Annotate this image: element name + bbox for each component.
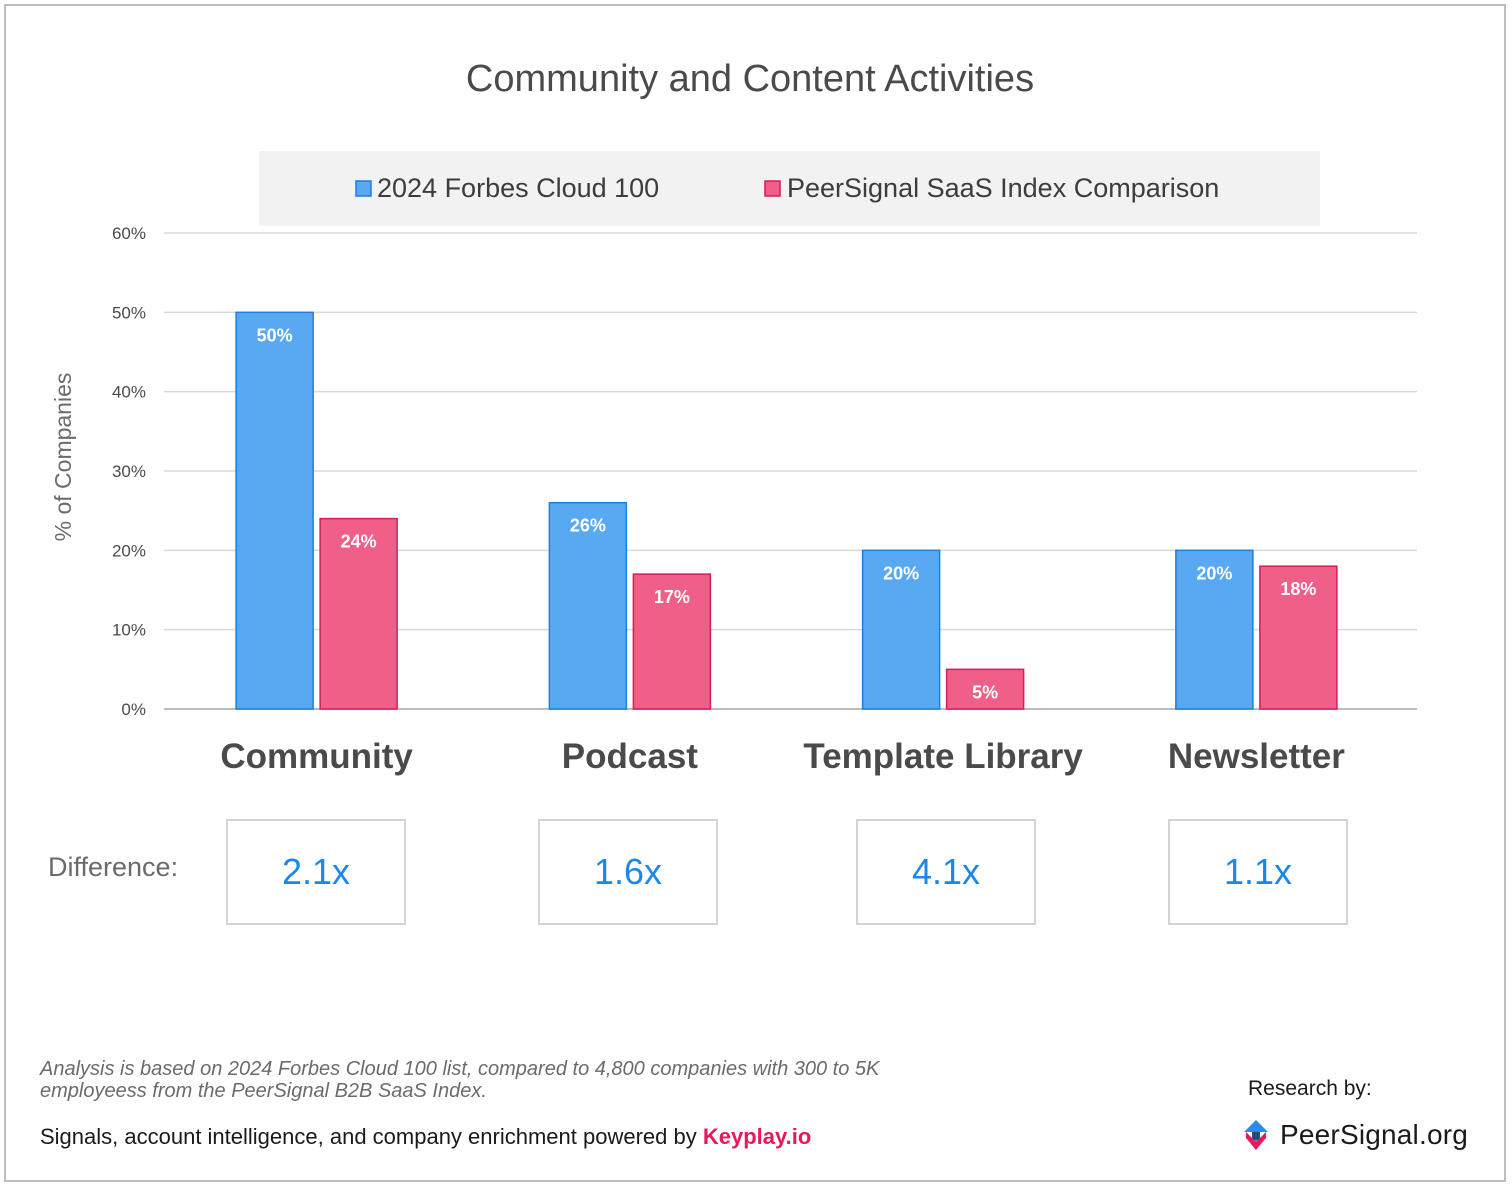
bar-peersignal-1 — [632, 573, 712, 710]
peersignal-logo-icon — [1244, 1120, 1268, 1150]
difference-box-podcast: 1.6x — [538, 819, 718, 925]
difference-box-template-library: 4.1x — [856, 819, 1036, 925]
difference-value: 1.6x — [593, 851, 663, 892]
legend-swatch-series-1 — [355, 180, 372, 197]
difference-box-community: 2.1x — [226, 819, 406, 925]
bar-data-label: 5% — [972, 682, 998, 702]
legend-label-series-1: 2024 Forbes Cloud 100 — [377, 173, 659, 203]
x-category-label: Community — [220, 737, 413, 776]
peersignal-logo: PeerSignal.org — [1242, 1118, 1468, 1152]
difference-value: 2.1x — [281, 851, 351, 892]
y-axis-label: % of Companies — [50, 373, 76, 542]
powered-by-line: Signals, account intelligence, and compa… — [40, 1124, 811, 1150]
bar-forbes-2 — [861, 549, 941, 710]
keyplay-link[interactable]: Keyplay.io — [702, 1124, 812, 1149]
y-tick-label: 0% — [121, 700, 146, 719]
bar-data-label: 17% — [654, 587, 690, 607]
research-by-label: Research by: — [1248, 1077, 1372, 1100]
bar-forbes-1 — [548, 501, 628, 710]
bar-peersignal-2 — [945, 668, 1025, 710]
bar-forbes-0 — [235, 311, 314, 710]
difference-box-newsletter: 1.1x — [1168, 819, 1348, 925]
y-tick-label: 20% — [112, 541, 146, 560]
bar-data-label: 26% — [570, 516, 606, 536]
y-tick-label: 50% — [112, 303, 146, 322]
bar-forbes-3 — [1175, 549, 1254, 710]
difference-label: Difference: — [48, 852, 179, 882]
y-tick-label: 40% — [112, 383, 146, 402]
bar-data-label: 18% — [1280, 579, 1316, 599]
x-category-label: Newsletter — [1168, 737, 1345, 776]
bar-data-label: 50% — [257, 325, 293, 345]
difference-value: 4.1x — [911, 851, 981, 892]
y-tick-label: 10% — [112, 621, 146, 640]
y-tick-label: 60% — [112, 224, 146, 243]
x-category-label: Podcast — [562, 737, 698, 776]
bar-data-label: 24% — [341, 532, 377, 552]
bar-data-label: 20% — [1196, 563, 1232, 583]
legend-background — [259, 151, 1320, 226]
difference-value: 1.1x — [1223, 851, 1293, 892]
x-category-label: Template Library — [803, 737, 1083, 776]
y-tick-label: 30% — [112, 462, 146, 481]
bar-peersignal-3 — [1259, 565, 1338, 710]
bar-data-label: 20% — [883, 563, 919, 583]
peersignal-logo-text: PeerSignal.org — [1280, 1119, 1469, 1150]
chart-title: Community and Content Activities — [466, 58, 1034, 100]
bar-chart: Community and Content Activities 2024 Fo… — [50, 58, 1417, 776]
bar-peersignal-0 — [319, 517, 398, 710]
legend-label-series-2: PeerSignal SaaS Index Comparison — [787, 173, 1219, 203]
powered-by-text: Signals, account intelligence, and compa… — [40, 1124, 703, 1149]
footnote: Analysis is based on 2024 Forbes Cloud 1… — [40, 1058, 880, 1102]
legend-swatch-series-2 — [764, 180, 781, 197]
